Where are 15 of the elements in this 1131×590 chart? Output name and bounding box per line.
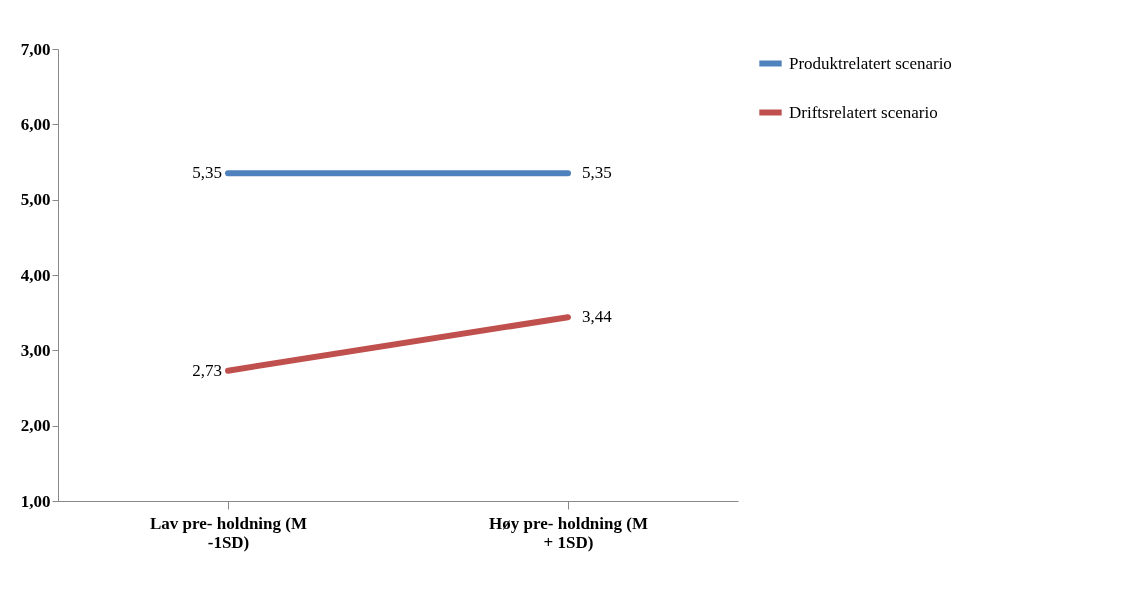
data-label: 3,44 [582,307,613,327]
y-tick-label: 3,00 [20,340,51,360]
x-tick-label: Lav pre- holdning (M -1SD) [150,513,307,552]
y-tick-label: 7,00 [20,39,51,59]
y-tick-label: 6,00 [20,114,51,134]
legend-label: Produktrelatert scenario [789,53,952,73]
y-tick-label: 4,00 [20,265,51,285]
data-label: 5,35 [192,163,222,183]
y-tick-label: 1,00 [20,491,51,511]
legend-label: Driftsrelatert scenario [789,102,938,122]
data-label: 5,35 [582,163,612,183]
y-tick-label: 2,00 [20,416,51,436]
y-tick-label: 5,00 [20,190,51,210]
x-tick-label: Høy pre- holdning (M + 1SD) [489,513,648,552]
data-label: 2,73 [192,360,222,380]
